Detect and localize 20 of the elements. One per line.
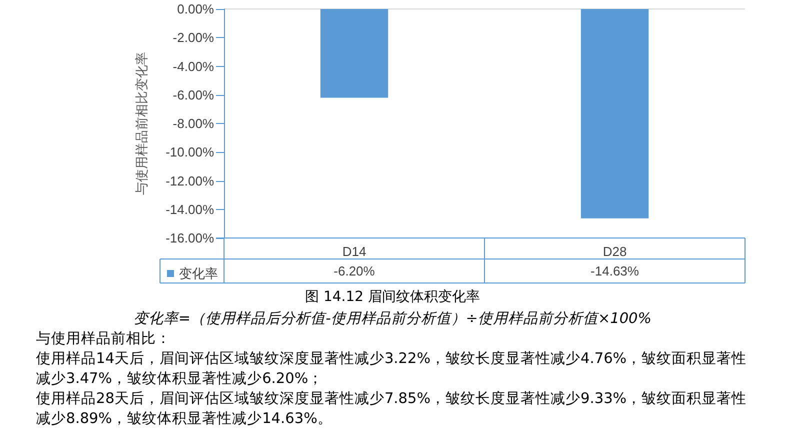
y-tick-label: -10.00% <box>166 144 214 160</box>
text: 使用样品14天后，眉间评估区域皱纹深度显著性减少3.22%，皱纹长度显著性减少4.76%，皱纹面积显著性减少3.47%，皱纹体积显著性减少6.20%； <box>36 350 748 389</box>
text: 使用样品28天后，眉间评估区域皱纹深度显著性减少7.85%，皱纹长度显著性减少9.33%，皱纹面积显著性减少8.89%，皱纹体积显著性减少14.63%。 <box>36 390 748 429</box>
text: 变化率=（使用样品后分析值-使用样品前分析值）÷使用样品前分析值×100% <box>132 310 653 329</box>
x-tick-label: D14 <box>342 244 366 259</box>
text: 与使用样品前相比： <box>36 330 172 349</box>
y-tick-label: -2.00% <box>172 30 214 46</box>
y-axis-title: 与使用样品前相比变化率 <box>134 52 149 195</box>
y-tick-label: -12.00% <box>166 173 214 188</box>
y-tick-label: -6.00% <box>172 87 214 102</box>
text: 图 14.12 眉间纹体积变化率 <box>304 288 481 306</box>
data-label: -6.20% <box>334 264 376 278</box>
y-tick-label: 0.00% <box>177 2 214 16</box>
x-tick-label: D28 <box>602 244 627 259</box>
y-tick-label: -8.00% <box>172 116 214 131</box>
data-label: -14.63% <box>590 264 640 278</box>
y-tick-label: -16.00% <box>166 230 214 246</box>
y-tick-label: -4.00% <box>172 58 214 74</box>
y-tick-label: -14.00% <box>166 202 214 217</box>
legend-label: 变化率 <box>179 266 218 281</box>
